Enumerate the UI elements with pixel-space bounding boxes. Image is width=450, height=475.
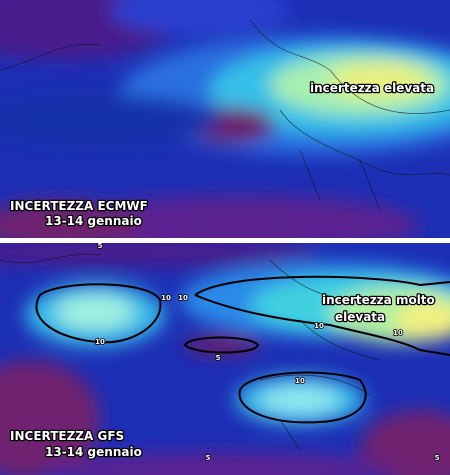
contour-label: 10 bbox=[95, 338, 105, 346]
ecmwf-panel: incertezza elevata INCERTEZZA ECMWF 13-1… bbox=[0, 0, 450, 238]
contour-label: 5 bbox=[206, 454, 211, 462]
panel-title: INCERTEZZA GFS bbox=[10, 429, 124, 443]
panel-title: INCERTEZZA ECMWF bbox=[10, 199, 148, 213]
contour-label: 10 bbox=[178, 294, 188, 302]
contour-label: 10 bbox=[314, 322, 324, 330]
contour-label: 5 bbox=[435, 454, 440, 462]
annotation: incertezza elevata bbox=[310, 81, 434, 95]
contour-label: 10 bbox=[295, 377, 305, 385]
contour-label: 10 bbox=[393, 329, 403, 337]
panel-subtitle: 13-14 gennaio bbox=[45, 214, 142, 228]
separator bbox=[0, 238, 450, 243]
gfs-panel: incertezza molto elevata INCERTEZZA GFS … bbox=[0, 242, 450, 475]
contour-label: 5 bbox=[98, 242, 103, 250]
panel-subtitle: 13-14 gennaio bbox=[45, 445, 142, 459]
annotation: elevata bbox=[335, 310, 385, 324]
annotation: incertezza molto bbox=[322, 293, 435, 307]
contour-label: 5 bbox=[216, 354, 221, 362]
contour-label: 10 bbox=[161, 294, 171, 302]
